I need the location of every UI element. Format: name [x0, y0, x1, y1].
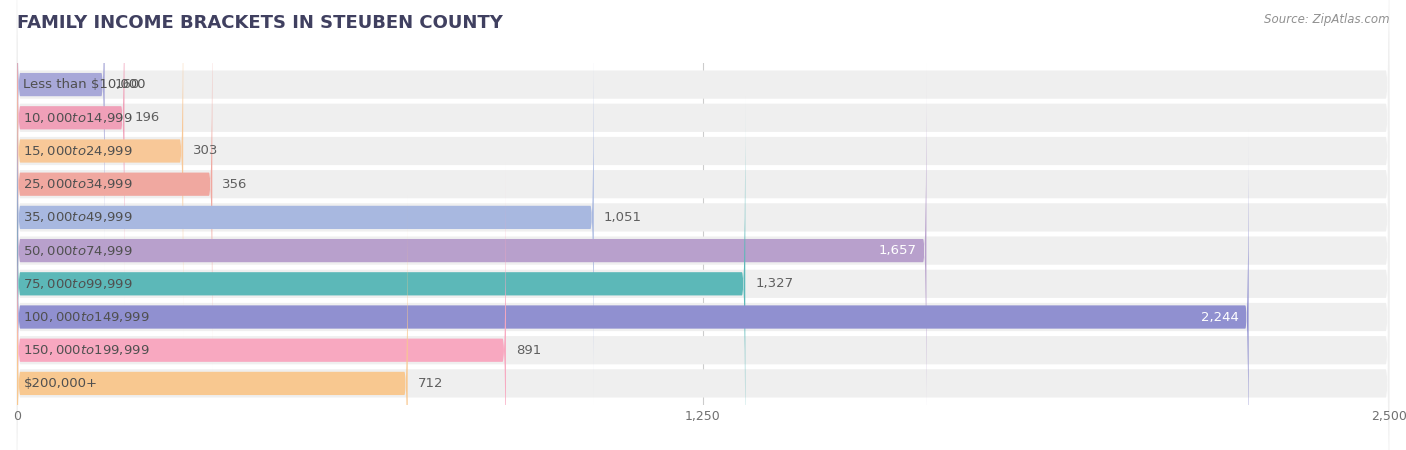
FancyBboxPatch shape [17, 0, 212, 372]
Text: Less than $10,000: Less than $10,000 [24, 78, 146, 91]
FancyBboxPatch shape [17, 96, 745, 450]
FancyBboxPatch shape [17, 165, 1389, 450]
FancyBboxPatch shape [17, 0, 1389, 270]
Text: $10,000 to $14,999: $10,000 to $14,999 [24, 111, 134, 125]
FancyBboxPatch shape [17, 0, 1389, 369]
Text: FAMILY INCOME BRACKETS IN STEUBEN COUNTY: FAMILY INCOME BRACKETS IN STEUBEN COUNTY [17, 14, 503, 32]
FancyBboxPatch shape [17, 32, 1389, 402]
Text: 1,327: 1,327 [755, 277, 793, 290]
Text: $200,000+: $200,000+ [24, 377, 97, 390]
Text: 2,244: 2,244 [1201, 310, 1239, 324]
Text: 891: 891 [516, 344, 541, 357]
FancyBboxPatch shape [17, 198, 1389, 450]
Text: $35,000 to $49,999: $35,000 to $49,999 [24, 211, 134, 225]
Text: 160: 160 [114, 78, 139, 91]
Text: Source: ZipAtlas.com: Source: ZipAtlas.com [1264, 14, 1389, 27]
Text: 196: 196 [135, 111, 160, 124]
Text: $100,000 to $149,999: $100,000 to $149,999 [24, 310, 150, 324]
FancyBboxPatch shape [17, 63, 927, 438]
FancyBboxPatch shape [17, 162, 506, 450]
Text: 303: 303 [193, 144, 218, 158]
FancyBboxPatch shape [17, 99, 1389, 450]
FancyBboxPatch shape [17, 0, 1389, 303]
FancyBboxPatch shape [17, 196, 408, 450]
FancyBboxPatch shape [17, 30, 593, 405]
Text: $50,000 to $74,999: $50,000 to $74,999 [24, 243, 134, 257]
Text: $25,000 to $34,999: $25,000 to $34,999 [24, 177, 134, 191]
FancyBboxPatch shape [17, 0, 1389, 336]
Text: $150,000 to $199,999: $150,000 to $199,999 [24, 343, 150, 357]
Text: 356: 356 [222, 178, 247, 191]
Text: 1,657: 1,657 [879, 244, 917, 257]
Text: 712: 712 [418, 377, 443, 390]
FancyBboxPatch shape [17, 0, 104, 272]
Text: $75,000 to $99,999: $75,000 to $99,999 [24, 277, 134, 291]
FancyBboxPatch shape [17, 132, 1389, 450]
FancyBboxPatch shape [17, 0, 183, 338]
Text: 1,051: 1,051 [603, 211, 641, 224]
Text: $15,000 to $24,999: $15,000 to $24,999 [24, 144, 134, 158]
FancyBboxPatch shape [17, 66, 1389, 436]
FancyBboxPatch shape [17, 130, 1249, 450]
FancyBboxPatch shape [17, 0, 125, 306]
